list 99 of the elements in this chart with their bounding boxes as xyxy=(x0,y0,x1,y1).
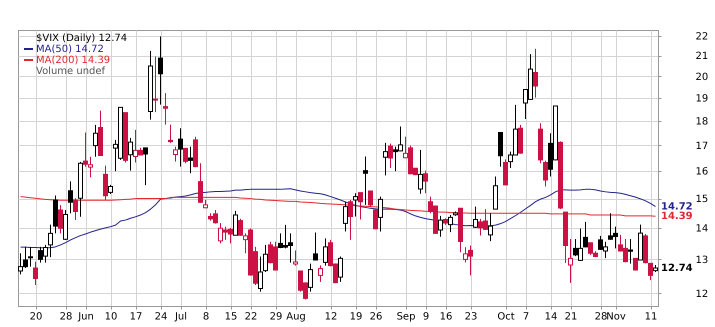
candlestick xyxy=(258,256,263,292)
candlestick xyxy=(158,36,163,106)
candlestick xyxy=(183,148,188,164)
candlestick xyxy=(378,196,383,232)
candlestick xyxy=(568,238,573,284)
candlestick xyxy=(388,143,393,168)
candlestick xyxy=(448,214,453,233)
candlestick xyxy=(583,221,588,248)
x-tick-label: 28 xyxy=(594,312,608,322)
x-tick-label: 10 xyxy=(104,312,118,322)
y-tick-label: 17 xyxy=(696,140,708,152)
candlestick xyxy=(308,263,313,292)
candlestick xyxy=(383,142,388,176)
candlestick xyxy=(48,224,53,258)
candlestick xyxy=(153,56,158,113)
candlestick xyxy=(498,132,503,168)
y-tick-label: 13 xyxy=(696,254,708,266)
candlestick xyxy=(188,146,193,174)
x-tick-label: 20 xyxy=(30,312,42,322)
x-tick-label: 11 xyxy=(644,312,658,322)
y-tick-label: 20 xyxy=(696,72,708,83)
candlestick xyxy=(368,190,373,208)
candlestick xyxy=(103,165,108,200)
x-tick-label: 9 xyxy=(422,312,430,322)
candlestick xyxy=(318,264,323,282)
candlestick xyxy=(648,262,653,281)
x-tick-label: Aug xyxy=(286,312,306,322)
y-tick-label: 15 xyxy=(696,194,708,206)
x-tick-label: Sep xyxy=(396,312,416,322)
candlestick xyxy=(358,192,363,220)
x-tick-label: 17 xyxy=(130,312,142,322)
candlestick xyxy=(293,250,298,266)
candlestick xyxy=(173,146,178,162)
candlestick xyxy=(473,206,478,228)
data-label: 14.72 xyxy=(661,202,693,213)
x-tick-label: Nov xyxy=(606,312,626,322)
candlestick xyxy=(493,176,498,210)
candlestick xyxy=(488,212,493,242)
candlestick xyxy=(263,244,268,273)
candlestick xyxy=(198,162,203,204)
x-tick-label: 24 xyxy=(154,312,168,322)
candlestick xyxy=(238,218,243,236)
y-tick-label: 19 xyxy=(696,94,708,105)
x-tick-label: 7 xyxy=(522,312,530,322)
candlestick xyxy=(363,156,368,206)
x-tick-label: 12 xyxy=(324,312,338,322)
text: 12.74 xyxy=(661,262,693,274)
candlestick xyxy=(168,124,173,144)
x-tick-label: 15 xyxy=(224,312,238,322)
x-tick-label: Jun xyxy=(77,312,94,322)
y-tick-label: 12 xyxy=(696,288,708,300)
candlestick xyxy=(93,124,98,158)
candlestick xyxy=(68,180,73,214)
candlestick xyxy=(543,160,548,188)
candlestick xyxy=(33,261,38,286)
y-tick-label: 18 xyxy=(696,116,708,128)
x-tick-label: 26 xyxy=(370,312,382,322)
x-tick-label: 22 xyxy=(244,312,258,322)
candlestick xyxy=(143,147,148,186)
data-label: 14.39 xyxy=(661,211,693,222)
candlestick xyxy=(348,199,353,240)
candlestick xyxy=(178,128,183,168)
x-tick-label: 14 xyxy=(544,312,558,322)
candlestick xyxy=(338,256,343,282)
candlestick xyxy=(233,210,238,236)
candlestick xyxy=(503,158,508,186)
candlestick xyxy=(633,258,638,272)
candlestick xyxy=(418,149,423,194)
x-tick-label: Jul xyxy=(174,312,188,322)
y-tick-label: 21 xyxy=(696,51,708,62)
x-tick-label: 23 xyxy=(464,312,478,322)
annotation: Volume undef xyxy=(36,66,106,77)
candlestick xyxy=(58,204,63,234)
x-tick-label: 29 xyxy=(270,312,282,322)
candlestick xyxy=(108,184,113,195)
candlestick xyxy=(323,238,328,266)
y-tick-label: 22 xyxy=(696,31,708,42)
x-tick-label: 28 xyxy=(60,312,72,322)
legend-label: MA(200) 14.39 xyxy=(36,55,110,66)
x-tick-label: 16 xyxy=(440,312,452,322)
candlestick xyxy=(343,201,348,232)
candlestick xyxy=(28,246,33,268)
x-tick-label: 8 xyxy=(202,312,210,322)
legend-title: $VIX (Daily) 12.74 xyxy=(36,33,128,44)
y-tick-label: 14 xyxy=(696,223,708,234)
y-tick-label: 16 xyxy=(696,166,708,178)
candlestick xyxy=(313,232,318,261)
candlestick xyxy=(73,198,78,221)
candlestick xyxy=(353,192,358,218)
candlestick xyxy=(373,208,378,230)
legend-label: MA(50) 14.72 xyxy=(36,44,104,55)
x-tick-label: Oct xyxy=(497,312,515,322)
x-tick-label: 19 xyxy=(350,312,362,322)
x-tick-label: 21 xyxy=(564,312,578,322)
candlestick xyxy=(533,48,538,98)
candlestick xyxy=(438,215,443,238)
candlestick xyxy=(423,170,428,194)
candlestick xyxy=(163,92,168,126)
candlestick xyxy=(628,238,633,264)
